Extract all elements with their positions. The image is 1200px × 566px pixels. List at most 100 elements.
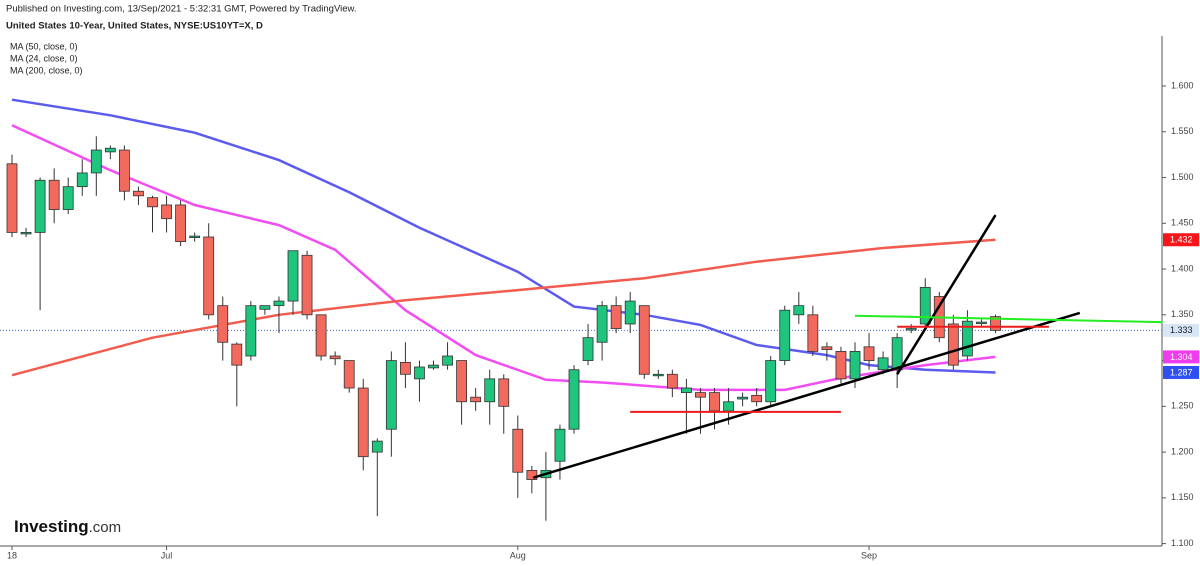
candle-body bbox=[259, 305, 271, 310]
candle-body bbox=[273, 300, 285, 307]
published-note: Published on Investing.com, 13/Sep/2021 … bbox=[6, 4, 356, 15]
candle-body bbox=[119, 149, 130, 192]
candle-body bbox=[596, 305, 608, 343]
ma-line bbox=[11, 98, 996, 374]
candle-body bbox=[470, 396, 482, 403]
candle-body bbox=[554, 428, 566, 462]
candle-body bbox=[681, 387, 692, 394]
candle-body bbox=[34, 179, 46, 233]
candle-body bbox=[6, 163, 18, 233]
candle-body bbox=[20, 232, 32, 235]
y-tick-label: 1.250 bbox=[1171, 401, 1194, 411]
candle-body bbox=[582, 337, 594, 361]
chart-title: United States 10-Year, United States, NY… bbox=[6, 21, 263, 32]
logo-suffix: .com bbox=[89, 519, 122, 536]
candle-body bbox=[807, 314, 819, 352]
candle-body bbox=[610, 305, 622, 329]
x-tick-label: 18 bbox=[7, 550, 17, 560]
candle-body bbox=[526, 470, 538, 480]
price-tag-label: 1.432 bbox=[1170, 235, 1193, 245]
candle-body bbox=[891, 337, 903, 371]
candle-body bbox=[315, 314, 327, 357]
candle-body bbox=[652, 373, 664, 377]
candle-body bbox=[399, 361, 411, 375]
y-tick-label: 1.150 bbox=[1171, 492, 1194, 502]
candle-body bbox=[709, 392, 720, 412]
candle-body bbox=[962, 320, 973, 357]
candle-body bbox=[385, 360, 397, 430]
candle-body bbox=[737, 396, 748, 400]
candle-body bbox=[947, 323, 959, 366]
candle-body bbox=[751, 394, 763, 403]
candle-body bbox=[189, 235, 201, 238]
y-tick-label: 1.100 bbox=[1171, 538, 1194, 548]
trend-line bbox=[532, 311, 1081, 479]
y-tick-label: 1.450 bbox=[1171, 218, 1194, 228]
candle-body bbox=[905, 328, 917, 331]
candle-body bbox=[175, 204, 187, 242]
candle-body bbox=[484, 378, 496, 403]
candle-body bbox=[301, 254, 313, 316]
candle-body bbox=[231, 343, 243, 366]
candle-body bbox=[779, 309, 791, 361]
candle-body bbox=[62, 186, 74, 210]
candle-body bbox=[863, 346, 875, 361]
price-tag-label: 1.304 bbox=[1170, 352, 1193, 362]
price-tag bbox=[1163, 233, 1199, 247]
candle-body bbox=[723, 401, 734, 412]
y-tick-label: 1.200 bbox=[1171, 446, 1194, 456]
candle-body bbox=[442, 355, 453, 366]
candle-body bbox=[765, 360, 777, 403]
candle-body bbox=[624, 300, 636, 325]
candle-body bbox=[835, 351, 847, 380]
logo-name: Investing bbox=[14, 517, 89, 536]
candle-body bbox=[48, 179, 60, 210]
x-tick-label: Jul bbox=[161, 550, 173, 560]
x-tick-label: Aug bbox=[510, 550, 526, 560]
candle-body bbox=[217, 305, 229, 343]
candle-body bbox=[343, 360, 355, 389]
price-tag bbox=[1163, 323, 1199, 337]
ma-line bbox=[11, 124, 996, 392]
candle-body bbox=[203, 236, 215, 316]
candle-body bbox=[371, 440, 383, 453]
candle-body bbox=[990, 316, 1001, 331]
candle-body bbox=[245, 305, 257, 357]
legend-entry: MA (24, close, 0) bbox=[10, 53, 78, 63]
candle-body bbox=[414, 366, 425, 380]
candle-body bbox=[76, 172, 88, 188]
candle-body bbox=[877, 357, 889, 371]
candle-body bbox=[976, 321, 987, 325]
candle-body bbox=[919, 286, 931, 325]
candle-body bbox=[90, 149, 102, 174]
candle-body bbox=[287, 250, 299, 302]
trend-line bbox=[896, 214, 997, 375]
candle-body bbox=[456, 360, 468, 403]
candle-body bbox=[357, 387, 369, 458]
y-tick-label: 1.600 bbox=[1171, 80, 1194, 90]
candle-body bbox=[568, 369, 580, 430]
candle-body bbox=[329, 355, 341, 360]
ma-line bbox=[11, 238, 996, 377]
candle-body bbox=[793, 305, 805, 316]
price-tag bbox=[1163, 350, 1199, 364]
legend-entry: MA (200, close, 0) bbox=[10, 65, 83, 75]
candle-body bbox=[133, 190, 144, 197]
x-tick-label: Sep bbox=[861, 550, 877, 560]
candle-body bbox=[512, 428, 524, 473]
price-tag-label: 1.287 bbox=[1170, 367, 1193, 377]
legend-entry: MA (50, close, 0) bbox=[10, 41, 78, 51]
candle-body bbox=[849, 351, 861, 380]
candle-body bbox=[428, 364, 439, 369]
candle-body bbox=[821, 346, 833, 350]
y-tick-label: 1.350 bbox=[1171, 309, 1194, 319]
candle-body bbox=[638, 305, 650, 375]
y-tick-label: 1.500 bbox=[1171, 172, 1194, 182]
candle-body bbox=[498, 378, 510, 407]
trend-line bbox=[854, 314, 1163, 324]
candle-body bbox=[104, 147, 116, 153]
y-tick-label: 1.400 bbox=[1171, 263, 1194, 273]
price-tag bbox=[1163, 365, 1199, 379]
price-tag-label: 1.333 bbox=[1170, 325, 1193, 335]
